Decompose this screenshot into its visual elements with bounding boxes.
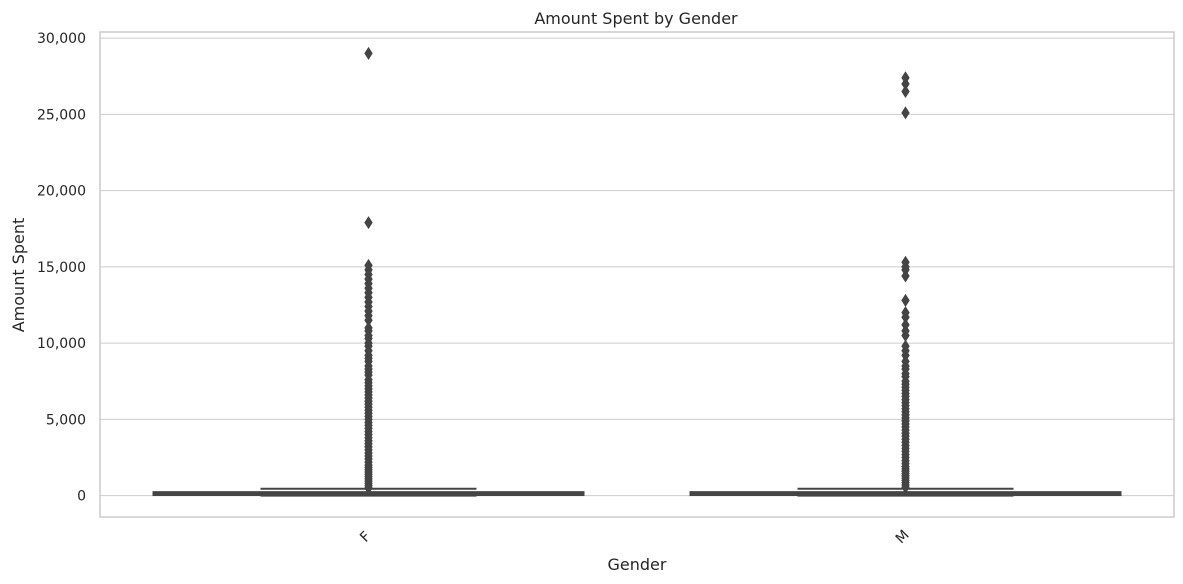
y-tick-label: 10,000 [37,336,86,352]
outlier-point [901,106,910,120]
y-axis-ticks: 0 5,000 10,000 15,000 20,000 25,000 30,000 [37,31,86,505]
outlier-point [901,480,910,494]
chart-title: Amount Spent by Gender [534,9,738,28]
boxes [152,46,1122,497]
outlier-point [364,216,373,230]
y-tick-label: 30,000 [37,31,86,47]
x-tick-label: F [357,529,374,546]
outlier-point [364,481,373,495]
y-tick-label: 25,000 [37,107,86,123]
outlier-point [901,269,910,283]
y-axis-label: Amount Spent [9,218,28,333]
plot-frame [99,31,1175,518]
grid-lines [100,37,1174,497]
outlier-point [364,46,373,60]
y-tick-label: 5,000 [46,412,86,428]
y-tick-label: 20,000 [37,184,86,200]
box-group [689,71,1122,497]
outlier-point [901,293,910,307]
outlier-point [901,84,910,99]
x-axis-label: Gender [608,555,667,574]
y-tick-label: 0 [77,489,86,505]
box-group [152,46,585,497]
x-tick-label: M [893,527,913,547]
y-tick-label: 15,000 [37,260,86,276]
